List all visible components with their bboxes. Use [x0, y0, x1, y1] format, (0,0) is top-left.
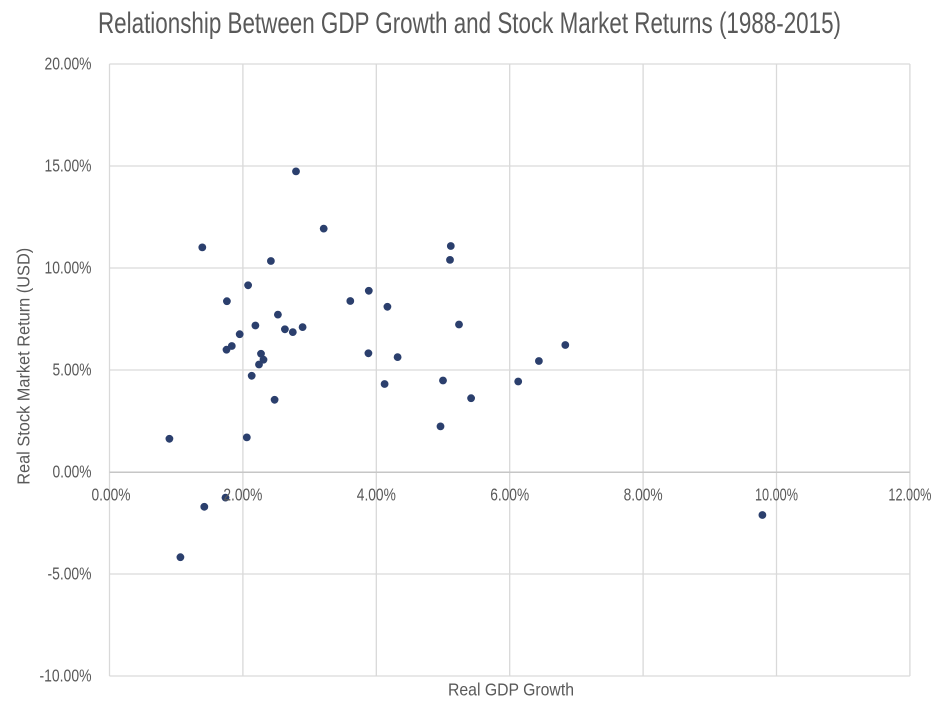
svg-text:4.00%: 4.00%: [357, 484, 396, 504]
svg-text:0.00%: 0.00%: [53, 462, 92, 482]
svg-text:8.00%: 8.00%: [624, 484, 663, 504]
svg-text:15.00%: 15.00%: [45, 156, 92, 176]
svg-text:Relationship Between GDP Growt: Relationship Between GDP Growth and Stoc…: [98, 7, 841, 40]
svg-text:-10.00%: -10.00%: [40, 666, 92, 686]
svg-text:Real Stock Market Return (USD): Real Stock Market Return (USD): [14, 248, 34, 485]
svg-text:2.00%: 2.00%: [223, 484, 262, 504]
svg-text:-5.00%: -5.00%: [48, 564, 92, 584]
svg-text:5.00%: 5.00%: [53, 360, 92, 380]
svg-text:20.00%: 20.00%: [45, 54, 92, 74]
svg-text:6.00%: 6.00%: [490, 484, 529, 504]
svg-text:0.00%: 0.00%: [92, 484, 131, 504]
svg-text:10.00%: 10.00%: [755, 484, 798, 504]
svg-text:12.00%: 12.00%: [888, 484, 931, 504]
svg-text:10.00%: 10.00%: [45, 258, 92, 278]
svg-text:Real GDP Growth: Real GDP Growth: [448, 679, 574, 699]
